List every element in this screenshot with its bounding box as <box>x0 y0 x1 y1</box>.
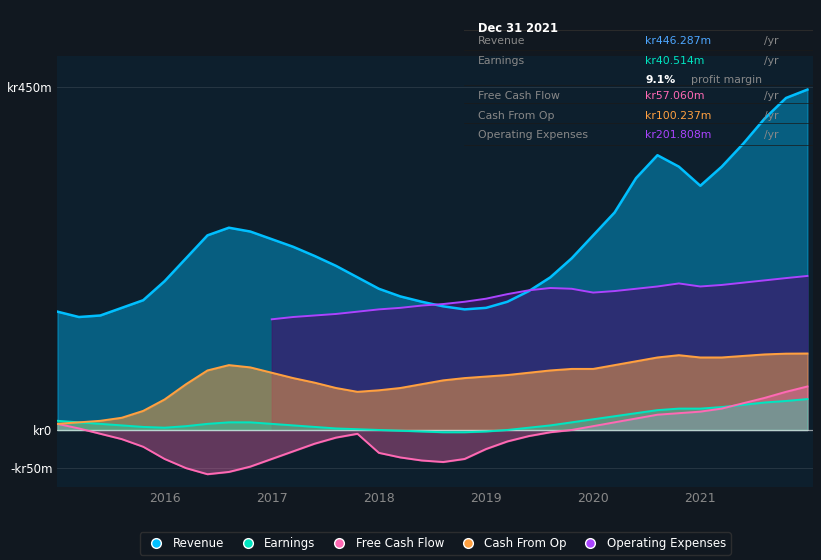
Text: /yr: /yr <box>764 111 778 120</box>
Text: 9.1%: 9.1% <box>645 75 676 85</box>
Text: Operating Expenses: Operating Expenses <box>478 130 588 140</box>
Legend: Revenue, Earnings, Free Cash Flow, Cash From Op, Operating Expenses: Revenue, Earnings, Free Cash Flow, Cash … <box>140 532 731 554</box>
Text: Free Cash Flow: Free Cash Flow <box>478 91 560 101</box>
Text: kr40.514m: kr40.514m <box>645 56 704 66</box>
Text: kr201.808m: kr201.808m <box>645 130 712 140</box>
Text: /yr: /yr <box>764 56 778 66</box>
Text: kr446.287m: kr446.287m <box>645 36 712 46</box>
Text: Revenue: Revenue <box>478 36 525 46</box>
Text: /yr: /yr <box>764 36 778 46</box>
Text: /yr: /yr <box>764 91 778 101</box>
Text: Earnings: Earnings <box>478 56 525 66</box>
Text: Cash From Op: Cash From Op <box>478 111 554 120</box>
Text: /yr: /yr <box>764 130 778 140</box>
Text: Dec 31 2021: Dec 31 2021 <box>478 22 557 35</box>
Text: kr57.060m: kr57.060m <box>645 91 704 101</box>
Text: profit margin: profit margin <box>690 75 762 85</box>
Text: kr100.237m: kr100.237m <box>645 111 712 120</box>
